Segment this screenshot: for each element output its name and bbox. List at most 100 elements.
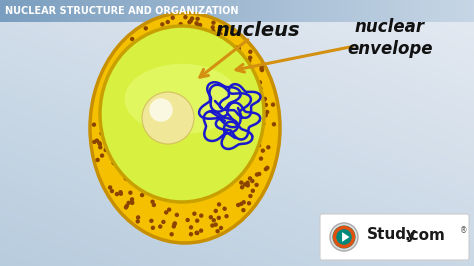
Circle shape bbox=[187, 25, 191, 29]
Circle shape bbox=[264, 167, 268, 171]
Circle shape bbox=[189, 225, 193, 230]
Circle shape bbox=[172, 224, 176, 228]
Circle shape bbox=[246, 183, 250, 188]
Circle shape bbox=[253, 141, 257, 145]
Text: NUCLEAR STRUCTURE AND ORGANIZATION: NUCLEAR STRUCTURE AND ORGANIZATION bbox=[5, 6, 238, 16]
Circle shape bbox=[158, 225, 163, 229]
Circle shape bbox=[259, 156, 263, 161]
Circle shape bbox=[183, 15, 188, 19]
Circle shape bbox=[190, 16, 194, 21]
Circle shape bbox=[129, 46, 134, 50]
Circle shape bbox=[255, 172, 259, 177]
FancyBboxPatch shape bbox=[320, 214, 469, 260]
Circle shape bbox=[115, 74, 119, 78]
Circle shape bbox=[245, 161, 250, 166]
Circle shape bbox=[245, 183, 250, 187]
Circle shape bbox=[264, 103, 268, 107]
Circle shape bbox=[157, 39, 162, 43]
Circle shape bbox=[217, 202, 221, 207]
Circle shape bbox=[232, 57, 236, 61]
Circle shape bbox=[239, 180, 244, 185]
Circle shape bbox=[116, 80, 120, 84]
Circle shape bbox=[261, 148, 265, 153]
Circle shape bbox=[151, 51, 155, 56]
Circle shape bbox=[233, 69, 237, 73]
Circle shape bbox=[259, 67, 264, 71]
Circle shape bbox=[151, 50, 155, 54]
Circle shape bbox=[164, 43, 169, 48]
Circle shape bbox=[151, 226, 155, 230]
Circle shape bbox=[152, 51, 156, 55]
Circle shape bbox=[102, 122, 107, 126]
Circle shape bbox=[213, 44, 217, 48]
Circle shape bbox=[95, 138, 99, 143]
Circle shape bbox=[98, 145, 102, 149]
Circle shape bbox=[140, 193, 144, 197]
Circle shape bbox=[130, 200, 134, 204]
Circle shape bbox=[92, 140, 97, 144]
Circle shape bbox=[213, 222, 218, 227]
Circle shape bbox=[110, 124, 115, 129]
Circle shape bbox=[127, 201, 131, 205]
Circle shape bbox=[237, 72, 242, 77]
Circle shape bbox=[97, 141, 101, 145]
Text: Study: Study bbox=[367, 227, 417, 243]
Circle shape bbox=[108, 185, 112, 190]
Circle shape bbox=[261, 122, 265, 126]
Circle shape bbox=[259, 64, 264, 69]
Circle shape bbox=[130, 201, 135, 205]
Circle shape bbox=[107, 84, 111, 88]
Circle shape bbox=[124, 54, 128, 59]
Circle shape bbox=[130, 56, 135, 61]
Circle shape bbox=[221, 57, 226, 61]
Circle shape bbox=[150, 200, 155, 204]
Circle shape bbox=[239, 78, 244, 82]
Circle shape bbox=[195, 16, 200, 21]
Circle shape bbox=[112, 132, 117, 137]
Circle shape bbox=[131, 53, 135, 57]
Circle shape bbox=[218, 27, 222, 32]
Circle shape bbox=[221, 40, 226, 45]
Circle shape bbox=[257, 143, 261, 148]
Circle shape bbox=[219, 226, 223, 230]
Circle shape bbox=[211, 45, 215, 49]
Circle shape bbox=[211, 20, 216, 25]
Circle shape bbox=[98, 142, 102, 146]
Circle shape bbox=[119, 61, 124, 65]
Circle shape bbox=[100, 153, 104, 158]
Circle shape bbox=[168, 27, 172, 31]
Circle shape bbox=[110, 189, 114, 193]
Circle shape bbox=[95, 158, 100, 162]
Circle shape bbox=[130, 71, 135, 76]
Circle shape bbox=[194, 231, 199, 235]
Circle shape bbox=[218, 32, 223, 36]
Circle shape bbox=[111, 101, 115, 106]
Circle shape bbox=[254, 103, 258, 108]
Circle shape bbox=[153, 38, 157, 42]
Circle shape bbox=[258, 133, 262, 138]
Circle shape bbox=[248, 194, 253, 198]
Circle shape bbox=[218, 26, 222, 30]
Circle shape bbox=[255, 183, 259, 187]
Circle shape bbox=[250, 152, 254, 156]
Circle shape bbox=[185, 218, 190, 222]
Circle shape bbox=[151, 35, 155, 40]
Circle shape bbox=[101, 109, 106, 113]
Circle shape bbox=[165, 20, 170, 24]
Circle shape bbox=[211, 218, 216, 222]
Circle shape bbox=[209, 215, 213, 219]
Circle shape bbox=[179, 43, 183, 47]
Circle shape bbox=[111, 161, 116, 165]
Circle shape bbox=[235, 50, 239, 54]
Circle shape bbox=[195, 218, 200, 223]
Text: ®: ® bbox=[460, 227, 467, 235]
Circle shape bbox=[161, 220, 165, 224]
Circle shape bbox=[148, 33, 152, 38]
Circle shape bbox=[124, 176, 128, 181]
Circle shape bbox=[253, 134, 257, 138]
Circle shape bbox=[179, 22, 183, 26]
Circle shape bbox=[164, 33, 168, 38]
Circle shape bbox=[264, 113, 268, 118]
Circle shape bbox=[248, 93, 252, 97]
Circle shape bbox=[224, 214, 229, 218]
